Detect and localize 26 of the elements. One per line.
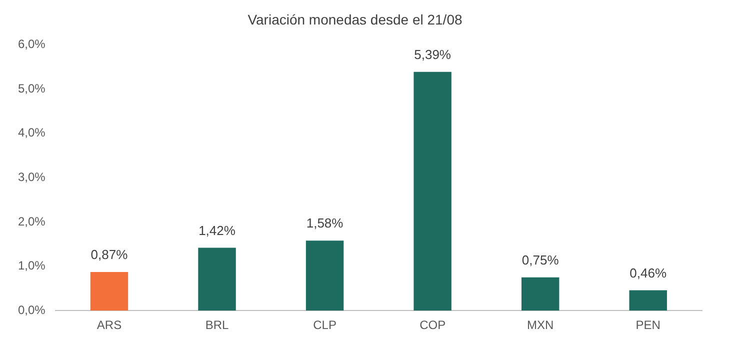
y-tick-label: 6,0% — [18, 37, 46, 52]
chart-title: Variación monedas desde el 21/08 — [248, 11, 462, 28]
y-tick-label: 1,0% — [18, 258, 46, 273]
x-tick-label: BRL — [205, 318, 230, 332]
x-tick-label: CLP — [313, 318, 336, 332]
bar — [521, 277, 560, 311]
data-label: 1,58% — [306, 216, 344, 231]
y-tick-label: 0,0% — [18, 302, 46, 317]
data-label: 0,75% — [522, 252, 560, 268]
data-label: 0,46% — [630, 265, 667, 280]
y-tick-label: 3,0% — [18, 170, 46, 184]
bar — [306, 240, 344, 311]
bar — [90, 272, 128, 311]
data-label: 1,42% — [198, 222, 236, 238]
data-label: 5,39% — [414, 46, 452, 62]
bar — [414, 72, 452, 311]
data-label: 0,87% — [90, 247, 128, 262]
x-tick-label: MXN — [527, 318, 554, 332]
y-tick-label: 4,0% — [18, 126, 46, 140]
bar — [198, 248, 236, 311]
y-tick-label: 2,0% — [18, 214, 46, 228]
x-tick-label: COP — [420, 318, 446, 332]
x-tick-label: PEN — [636, 318, 660, 332]
bar — [629, 290, 667, 311]
y-tick-label: 5,0% — [18, 81, 46, 96]
x-tick-label: ARS — [96, 318, 122, 332]
